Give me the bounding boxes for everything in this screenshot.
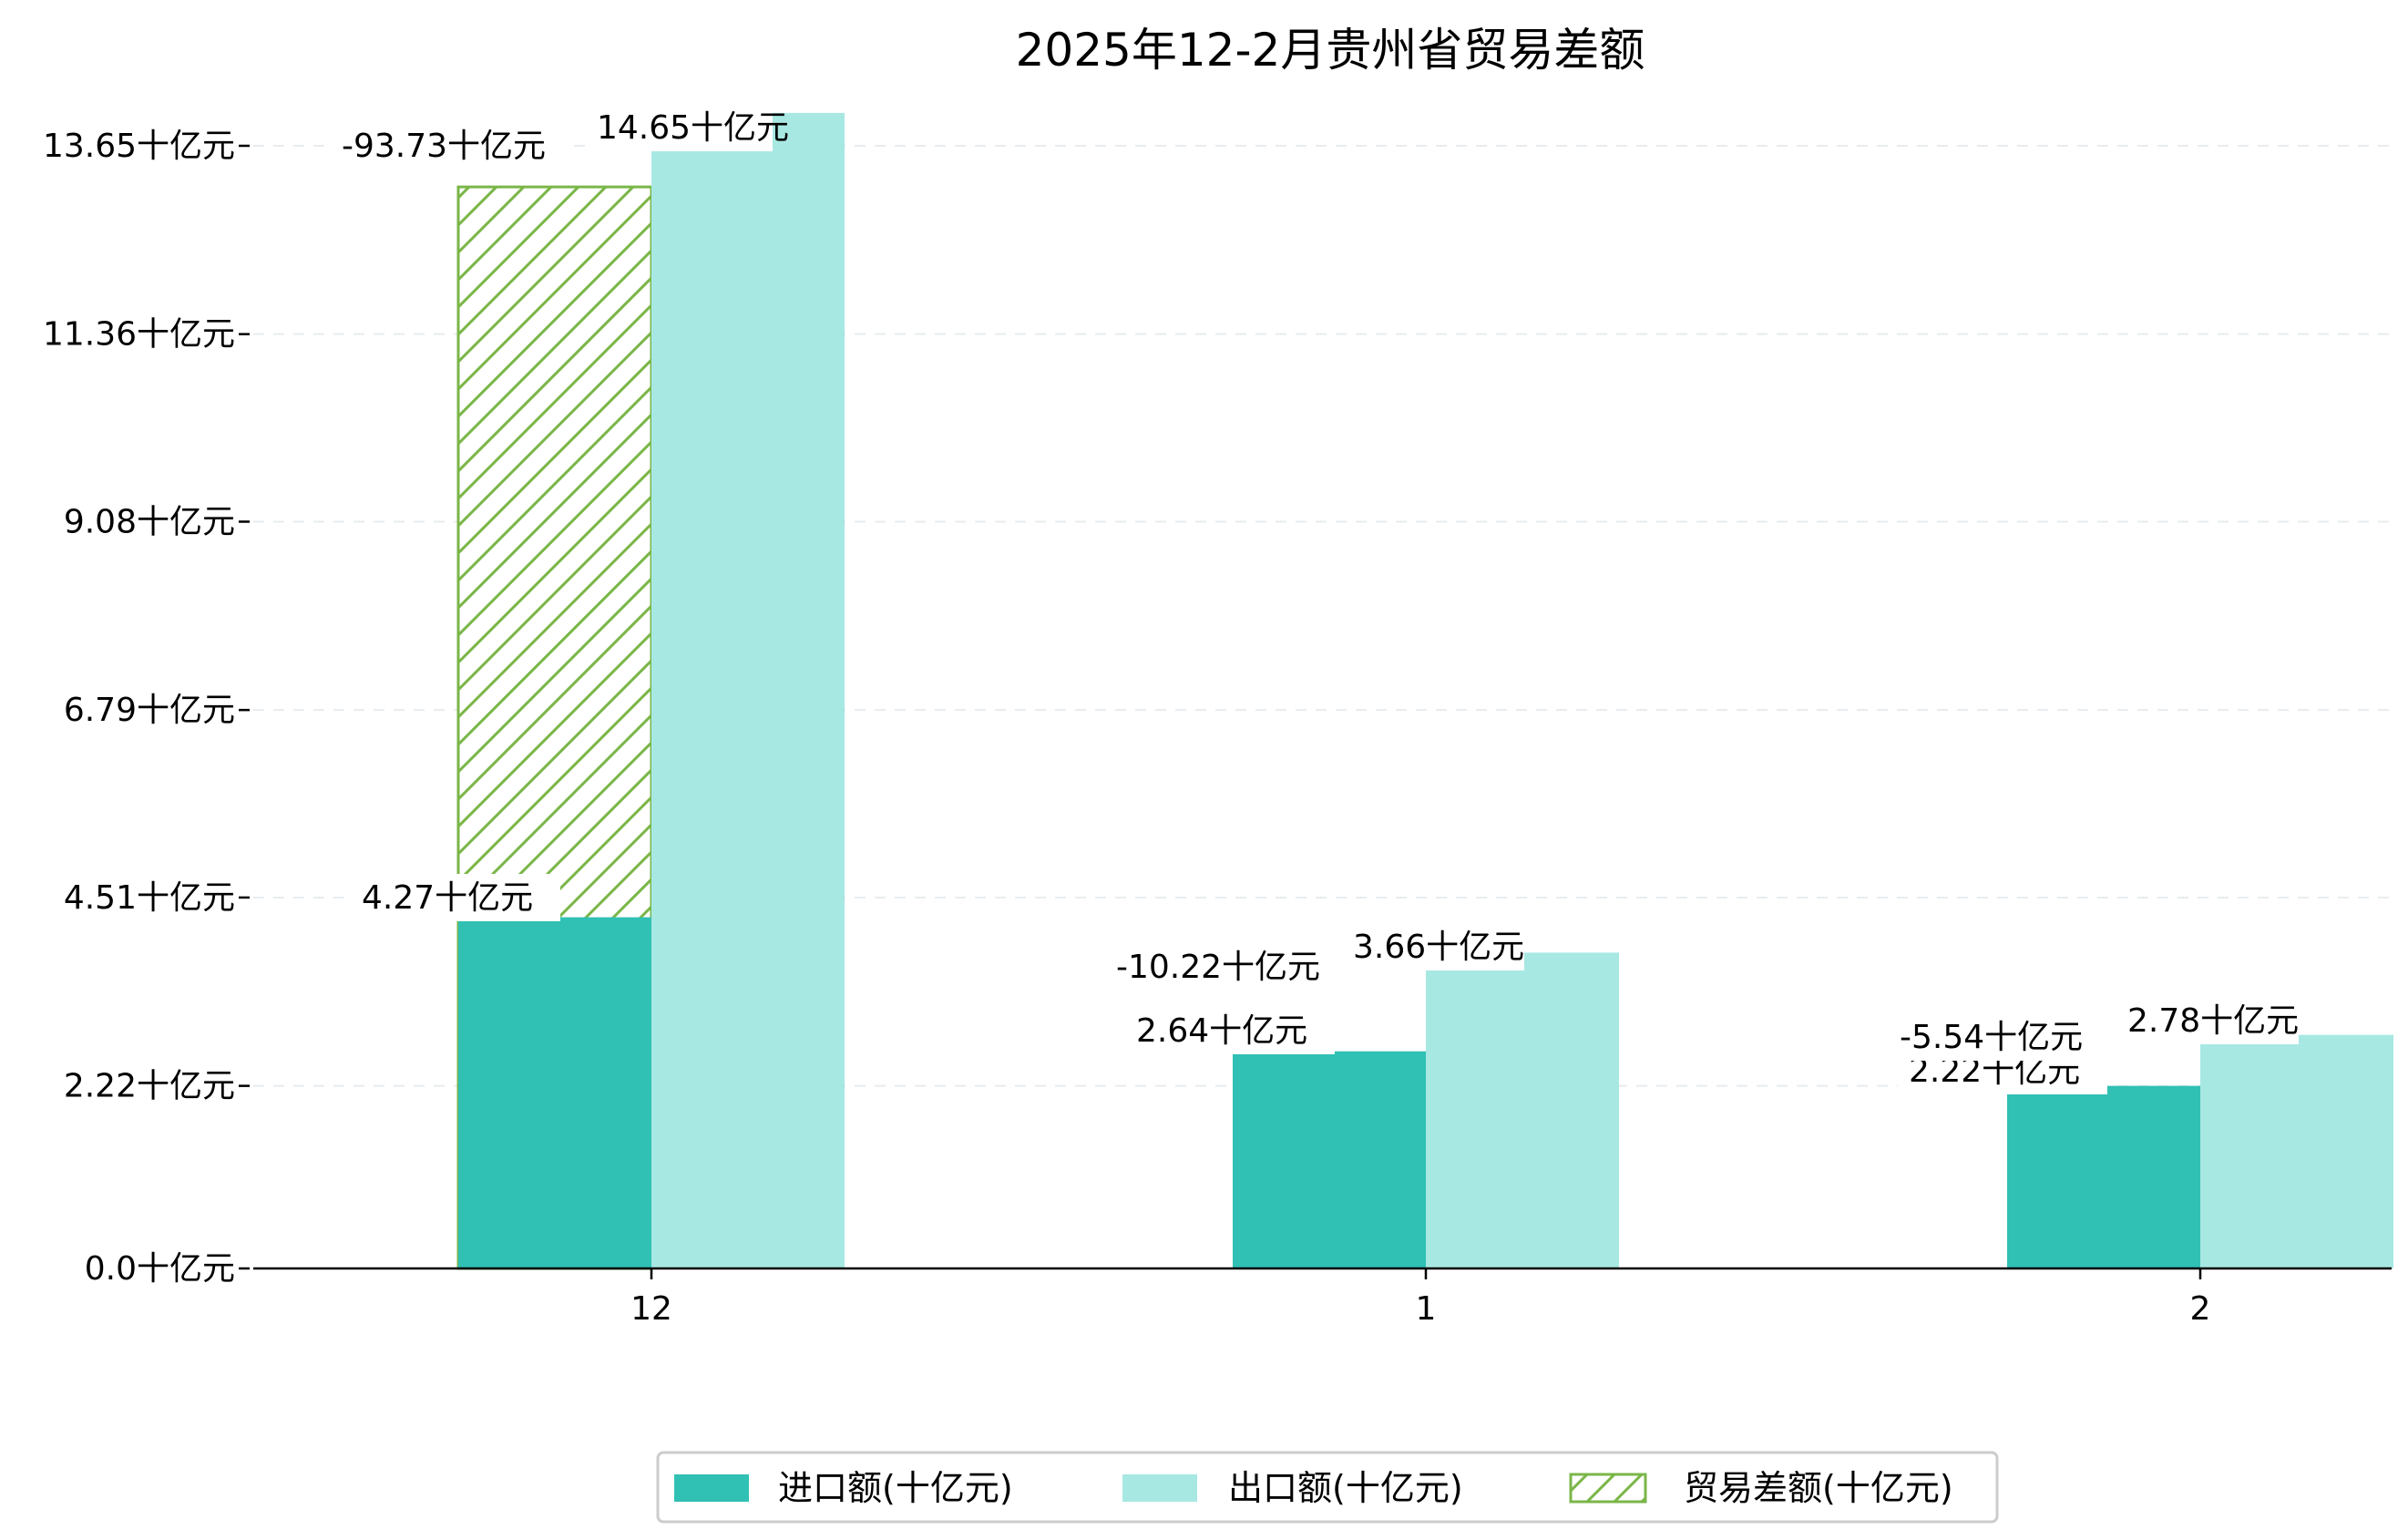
legend-label-export: 出口额(十亿元)	[1228, 1468, 1463, 1508]
bar-import	[458, 917, 651, 1268]
data-label-export: 3.66十亿元	[1353, 929, 1524, 966]
bar-export	[651, 112, 845, 1268]
data-label-export: 14.65十亿元	[597, 109, 789, 147]
bar-export	[1426, 952, 1619, 1268]
legend-label-import: 进口额(十亿元)	[778, 1468, 1013, 1508]
legend-swatch-trade	[1569, 1473, 1647, 1504]
x-tick-label: 1	[1416, 1290, 1437, 1328]
data-label-import: 2.64十亿元	[1136, 1012, 1307, 1050]
data-label-trade: -10.22十亿元	[1116, 949, 1320, 986]
y-tick-label: 13.65十亿元	[43, 128, 235, 165]
data-label-trade-bg	[1105, 943, 1347, 991]
bar-import	[2007, 1085, 2200, 1268]
data-label-trade: -93.73十亿元	[342, 128, 546, 165]
data-label-trade-bg	[331, 122, 572, 169]
y-tick-label: 2.22十亿元	[64, 1068, 235, 1105]
bar-export	[2200, 1034, 2393, 1268]
x-tick-label: 2	[2190, 1290, 2211, 1328]
legend-box	[656, 1451, 1999, 1524]
legend-swatch-import	[674, 1474, 749, 1502]
legend-label-trade: 贸易差额(十亿元)	[1684, 1468, 1953, 1508]
bar-import	[1233, 1051, 1426, 1268]
data-label-trade: -5.54十亿元	[1900, 1019, 2083, 1056]
data-label-export-bg	[586, 104, 773, 151]
y-tick-label: 6.79十亿元	[64, 692, 235, 729]
y-tick-label: 4.51十亿元	[64, 879, 235, 917]
y-tick-label: 11.36十亿元	[43, 316, 235, 354]
data-label-export: 2.78十亿元	[2127, 1002, 2299, 1040]
y-tick-label: 0.0十亿元	[85, 1250, 235, 1288]
legend-swatch-export	[1122, 1474, 1197, 1502]
data-label-export-bg	[1342, 923, 1524, 970]
x-tick-label: 12	[630, 1290, 672, 1328]
data-label-import: 4.27十亿元	[362, 879, 533, 917]
data-label-trade-bg	[1889, 1013, 2116, 1061]
data-label-import-bg	[1125, 1007, 1335, 1054]
data-label-export-bg	[2116, 997, 2299, 1044]
chart-title: 2025年12-2月贵州省贸易差额	[1016, 24, 1645, 77]
y-tick-label: 9.08十亿元	[64, 503, 235, 540]
data-label-import-bg	[351, 874, 560, 921]
legend: 进口额(十亿元) 出口额(十亿元) 贸易差额(十亿元)	[656, 1451, 1999, 1524]
